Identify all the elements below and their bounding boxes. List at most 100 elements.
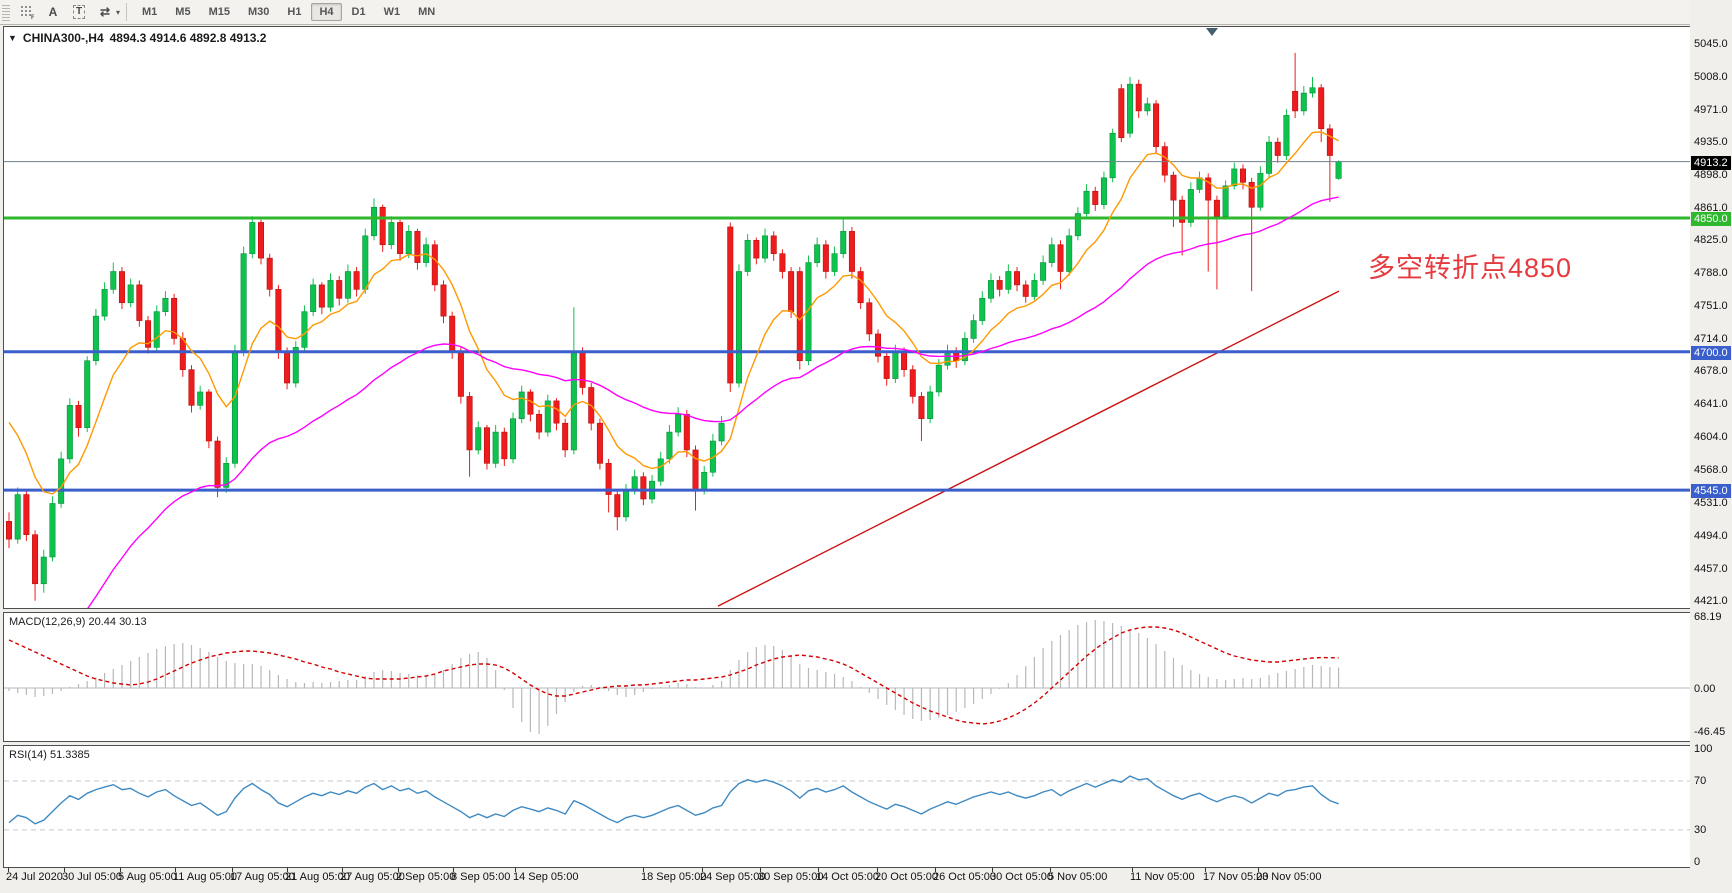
candle-body bbox=[1318, 87, 1325, 130]
rsi-chart[interactable] bbox=[4, 746, 1690, 867]
time-label: 27 Aug 05:00 bbox=[340, 871, 405, 883]
symbol-dropdown-icon[interactable]: ▼ bbox=[8, 33, 17, 43]
candle-body bbox=[996, 280, 1003, 290]
candle-body bbox=[249, 222, 256, 254]
candle-body bbox=[162, 297, 169, 312]
candle-body bbox=[483, 427, 490, 464]
timeframe-button-h4[interactable]: H4 bbox=[311, 3, 342, 21]
candle-body bbox=[744, 239, 751, 272]
candle-body bbox=[84, 360, 91, 428]
candle-body bbox=[388, 222, 395, 246]
macd-chart[interactable] bbox=[4, 613, 1690, 741]
candle-body bbox=[857, 271, 864, 304]
candle-body bbox=[796, 271, 803, 362]
rsi-name: RSI(14) bbox=[9, 749, 47, 761]
candle-body bbox=[101, 289, 108, 317]
candle-body bbox=[397, 222, 404, 254]
time-tick bbox=[1205, 868, 1206, 872]
candle-body bbox=[927, 391, 934, 420]
time-label: 17 Aug 05:00 bbox=[230, 871, 295, 883]
price-badge-4850.0: 4850.0 bbox=[1691, 212, 1731, 226]
price-tick-4751.0: 4751.0 bbox=[1694, 300, 1728, 312]
timeframe-button-h1[interactable]: H1 bbox=[287, 6, 302, 18]
candle-body bbox=[336, 280, 343, 299]
time-tick bbox=[760, 868, 761, 872]
text-object-icon[interactable]: T bbox=[67, 1, 91, 23]
candle-body bbox=[1266, 141, 1273, 174]
price-tick-5008.0: 5008.0 bbox=[1694, 71, 1728, 83]
font-tool-icon[interactable]: A bbox=[48, 5, 58, 19]
candle-body bbox=[640, 476, 647, 500]
toolbar-grip[interactable] bbox=[2, 3, 10, 21]
candlestick-chart[interactable] bbox=[4, 27, 1690, 608]
candle-body bbox=[1300, 92, 1307, 112]
candle-body bbox=[362, 235, 369, 290]
time-tick bbox=[1050, 868, 1051, 872]
candle-body bbox=[1040, 262, 1047, 281]
rsi-tick-30: 30 bbox=[1694, 824, 1707, 836]
candle-body bbox=[579, 351, 586, 388]
candle-body bbox=[292, 347, 299, 384]
candle-body bbox=[171, 297, 178, 339]
candle-body bbox=[874, 333, 881, 357]
candle-body bbox=[414, 231, 421, 263]
candle-body bbox=[1127, 83, 1134, 134]
rsi-current-value: 51.3385 bbox=[49, 749, 90, 761]
chart-shift-marker[interactable] bbox=[1206, 28, 1218, 36]
candle-body bbox=[449, 315, 456, 353]
toolbar-dropdown-caret[interactable]: ▾ bbox=[116, 7, 121, 17]
candle-body bbox=[1048, 244, 1055, 263]
candle-body bbox=[145, 320, 152, 348]
candle-body bbox=[944, 351, 951, 366]
timeframe-button-d1[interactable]: D1 bbox=[351, 6, 366, 18]
macd-panel[interactable] bbox=[3, 612, 1691, 742]
candle-body bbox=[553, 400, 560, 424]
time-tick bbox=[453, 868, 454, 872]
candle-body bbox=[405, 231, 412, 254]
timeframe-button-w1[interactable]: W1 bbox=[383, 6, 401, 18]
candle-body bbox=[1222, 185, 1229, 217]
rsi-panel[interactable] bbox=[3, 745, 1691, 868]
timeframe-button-m5[interactable]: M5 bbox=[175, 6, 191, 18]
time-tick bbox=[8, 868, 9, 872]
candle-body bbox=[770, 235, 777, 254]
price-tick-4421.0: 4421.0 bbox=[1694, 595, 1728, 607]
candle-body bbox=[431, 244, 438, 286]
price-axis: 5045.0 5008.0 4971.0 4935.0 4898.0 4861.0 4825… bbox=[1690, 0, 1732, 893]
candle-body bbox=[1326, 128, 1333, 156]
time-label: 30 Oct 05:00 bbox=[990, 871, 1053, 883]
time-label: 14 Oct 05:00 bbox=[816, 871, 879, 883]
candle-body bbox=[718, 422, 725, 442]
time-axis: 24 Jul 2020 30 Jul 05:00 5 Aug 05:00 11 Aug… bbox=[3, 868, 1691, 887]
candle-body bbox=[814, 244, 821, 263]
main-chart-panel[interactable] bbox=[3, 26, 1691, 609]
cycle-arrows-icon[interactable]: ⇄ bbox=[99, 5, 111, 19]
timeframe-button-m1[interactable]: M1 bbox=[142, 6, 158, 18]
chart-annotation-text[interactable]: 多空转折点4850 bbox=[1368, 253, 1573, 283]
macd-name: MACD(12,26,9) bbox=[9, 616, 86, 628]
time-label: 14 Sep 05:00 bbox=[513, 871, 579, 883]
candle-body bbox=[979, 297, 986, 321]
candle-body bbox=[614, 494, 621, 518]
timeframe-button-m30[interactable]: M30 bbox=[247, 6, 270, 18]
candle-body bbox=[510, 418, 517, 460]
candle-body bbox=[1118, 88, 1125, 138]
time-tick bbox=[1258, 868, 1259, 872]
time-tick bbox=[120, 868, 121, 872]
price-tick-4568.0: 4568.0 bbox=[1694, 464, 1728, 476]
candle-body bbox=[1074, 213, 1081, 237]
timeframe-button-mn[interactable]: MN bbox=[418, 6, 436, 18]
ascending-trendline[interactable] bbox=[717, 290, 1340, 607]
candle-body bbox=[1031, 280, 1038, 297]
candle-body bbox=[779, 253, 786, 272]
candle-body bbox=[970, 320, 977, 339]
candle-body bbox=[840, 231, 847, 254]
candle-body bbox=[918, 396, 925, 420]
candle-body bbox=[136, 284, 143, 321]
chart-title: ▼ CHINA300-,H4 4894.3 4914.6 4892.8 4913… bbox=[8, 31, 266, 45]
candle-body bbox=[1083, 190, 1090, 214]
candle-body bbox=[675, 413, 682, 433]
timeframe-button-m15[interactable]: M15 bbox=[208, 6, 230, 18]
rsi-tick-70: 70 bbox=[1694, 775, 1707, 787]
indicator-grid-icon[interactable]: F bbox=[15, 1, 39, 23]
